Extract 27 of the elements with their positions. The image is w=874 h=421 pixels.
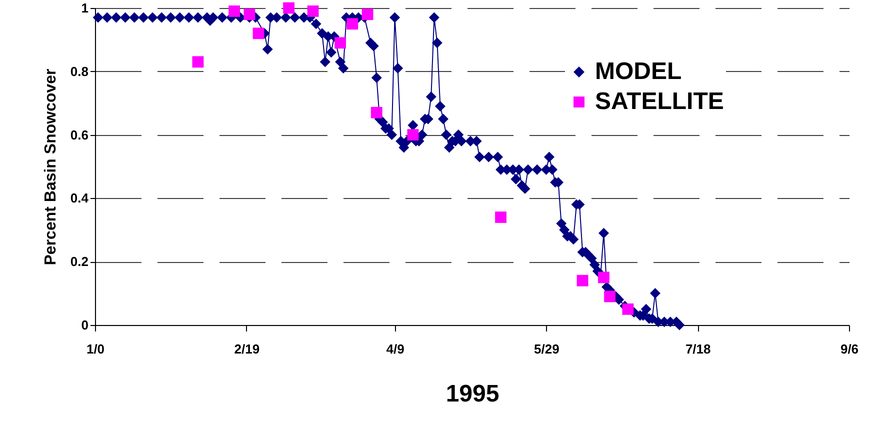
x-tick-label: 5/29 <box>534 342 560 356</box>
point <box>370 106 382 118</box>
point <box>362 8 374 20</box>
y-tick-label: 1 <box>81 0 88 16</box>
legend-label: SATELLITE <box>595 88 724 115</box>
point <box>334 37 346 49</box>
y-tick-label: 0.8 <box>70 64 88 79</box>
point <box>407 129 419 140</box>
x-tick-label: 1/0 <box>86 342 105 356</box>
point <box>346 18 358 30</box>
x-axis-title: 1995 <box>446 380 500 408</box>
y-tick-label: 0.6 <box>70 127 88 142</box>
point <box>307 5 319 17</box>
point <box>283 2 294 14</box>
point <box>604 290 616 302</box>
x-tick-label: 2/19 <box>234 342 260 356</box>
legend-label: MODEL <box>595 58 682 85</box>
x-tick-label: 7/18 <box>685 342 711 356</box>
x-tick-label: 4/9 <box>386 342 404 356</box>
point <box>598 272 610 284</box>
y-tick-label: 0.2 <box>70 254 88 270</box>
point <box>495 212 506 223</box>
y-axis-title: Percent Basin Snowcover <box>42 68 60 266</box>
point <box>576 274 588 286</box>
y-tick-label: 0.4 <box>70 190 90 206</box>
y-tick-label: 0 <box>81 318 88 332</box>
x-tick-label: 9/6 <box>840 342 859 356</box>
